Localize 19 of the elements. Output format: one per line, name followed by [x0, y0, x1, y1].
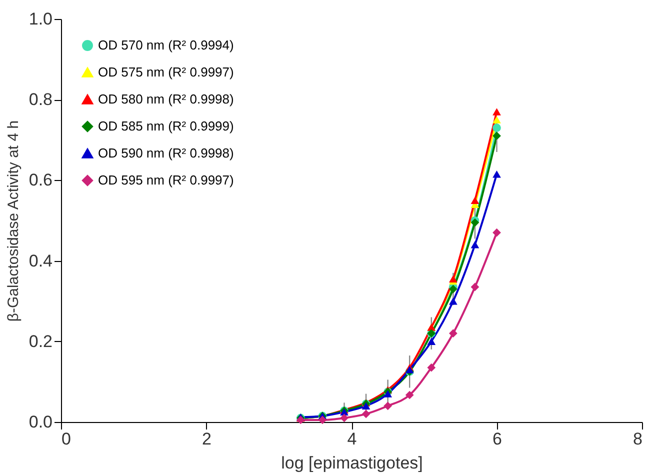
x-tick-label: 4 — [347, 430, 357, 448]
y-tick-label: 0.0 — [28, 412, 52, 432]
y-tick-label: 1.0 — [28, 10, 52, 28]
x-tick-label: 2 — [202, 430, 212, 448]
legend-label: OD 570 nm (R² 0.9994) — [98, 38, 234, 52]
x-tick-label: 6 — [492, 430, 502, 448]
y-tick-label: 0.8 — [28, 90, 52, 110]
y-tick-label: 0.6 — [28, 170, 52, 190]
x-tick-label: 0 — [62, 430, 71, 448]
x-axis-title: log [epimastigotes] — [281, 454, 423, 472]
legend-label: OD 580 nm (R² 0.9998) — [98, 92, 234, 106]
x-tick-label: 8 — [633, 430, 642, 448]
y-axis-title: β-Galactosidase Activity at 4 h — [4, 120, 22, 322]
y-tick-label: 0.4 — [28, 251, 52, 270]
legend-label: OD 590 nm (R² 0.9998) — [98, 146, 234, 160]
legend-label: OD 585 nm (R² 0.9999) — [98, 118, 234, 134]
y-tick-label: 0.2 — [28, 332, 52, 351]
legend-label: OD 575 nm (R² 0.9997) — [98, 64, 234, 80]
legend-label: OD 595 nm (R² 0.9997) — [98, 172, 234, 188]
